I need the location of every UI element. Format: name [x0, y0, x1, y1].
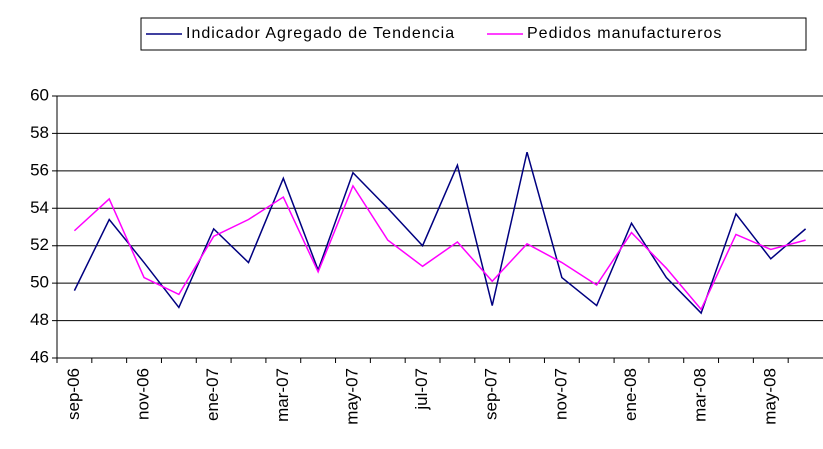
x-tick-label: sep-07 — [482, 368, 501, 420]
y-tick-label: 46 — [30, 347, 49, 366]
y-tick-label: 52 — [30, 235, 49, 254]
y-tick-label: 56 — [30, 160, 49, 179]
x-tick-label: mar-08 — [691, 368, 710, 422]
x-tick-label: may-07 — [342, 368, 361, 425]
legend-box — [140, 17, 807, 51]
legend-label: Indicador Agregado de Tendencia — [186, 25, 455, 42]
x-tick-label: may-08 — [760, 368, 779, 425]
y-tick-label: 50 — [30, 273, 49, 292]
series-line — [73, 184, 806, 311]
y-tick-label: 58 — [30, 123, 49, 142]
series-line — [73, 151, 807, 315]
y-tick-label: 60 — [30, 85, 49, 104]
y-tick-label: 48 — [30, 310, 49, 329]
x-tick-label: nov-06 — [134, 368, 153, 420]
x-tick-label: nov-07 — [551, 368, 570, 420]
y-tick-label: 54 — [30, 198, 49, 217]
x-tick-label: ene-07 — [203, 368, 222, 421]
x-tick-label: mar-07 — [273, 368, 292, 422]
x-tick-label: jul-07 — [412, 368, 431, 411]
x-tick-label: ene-08 — [621, 368, 640, 421]
x-tick-label: sep-06 — [64, 368, 83, 420]
legend-label: Pedidos manufactureros — [527, 25, 722, 42]
